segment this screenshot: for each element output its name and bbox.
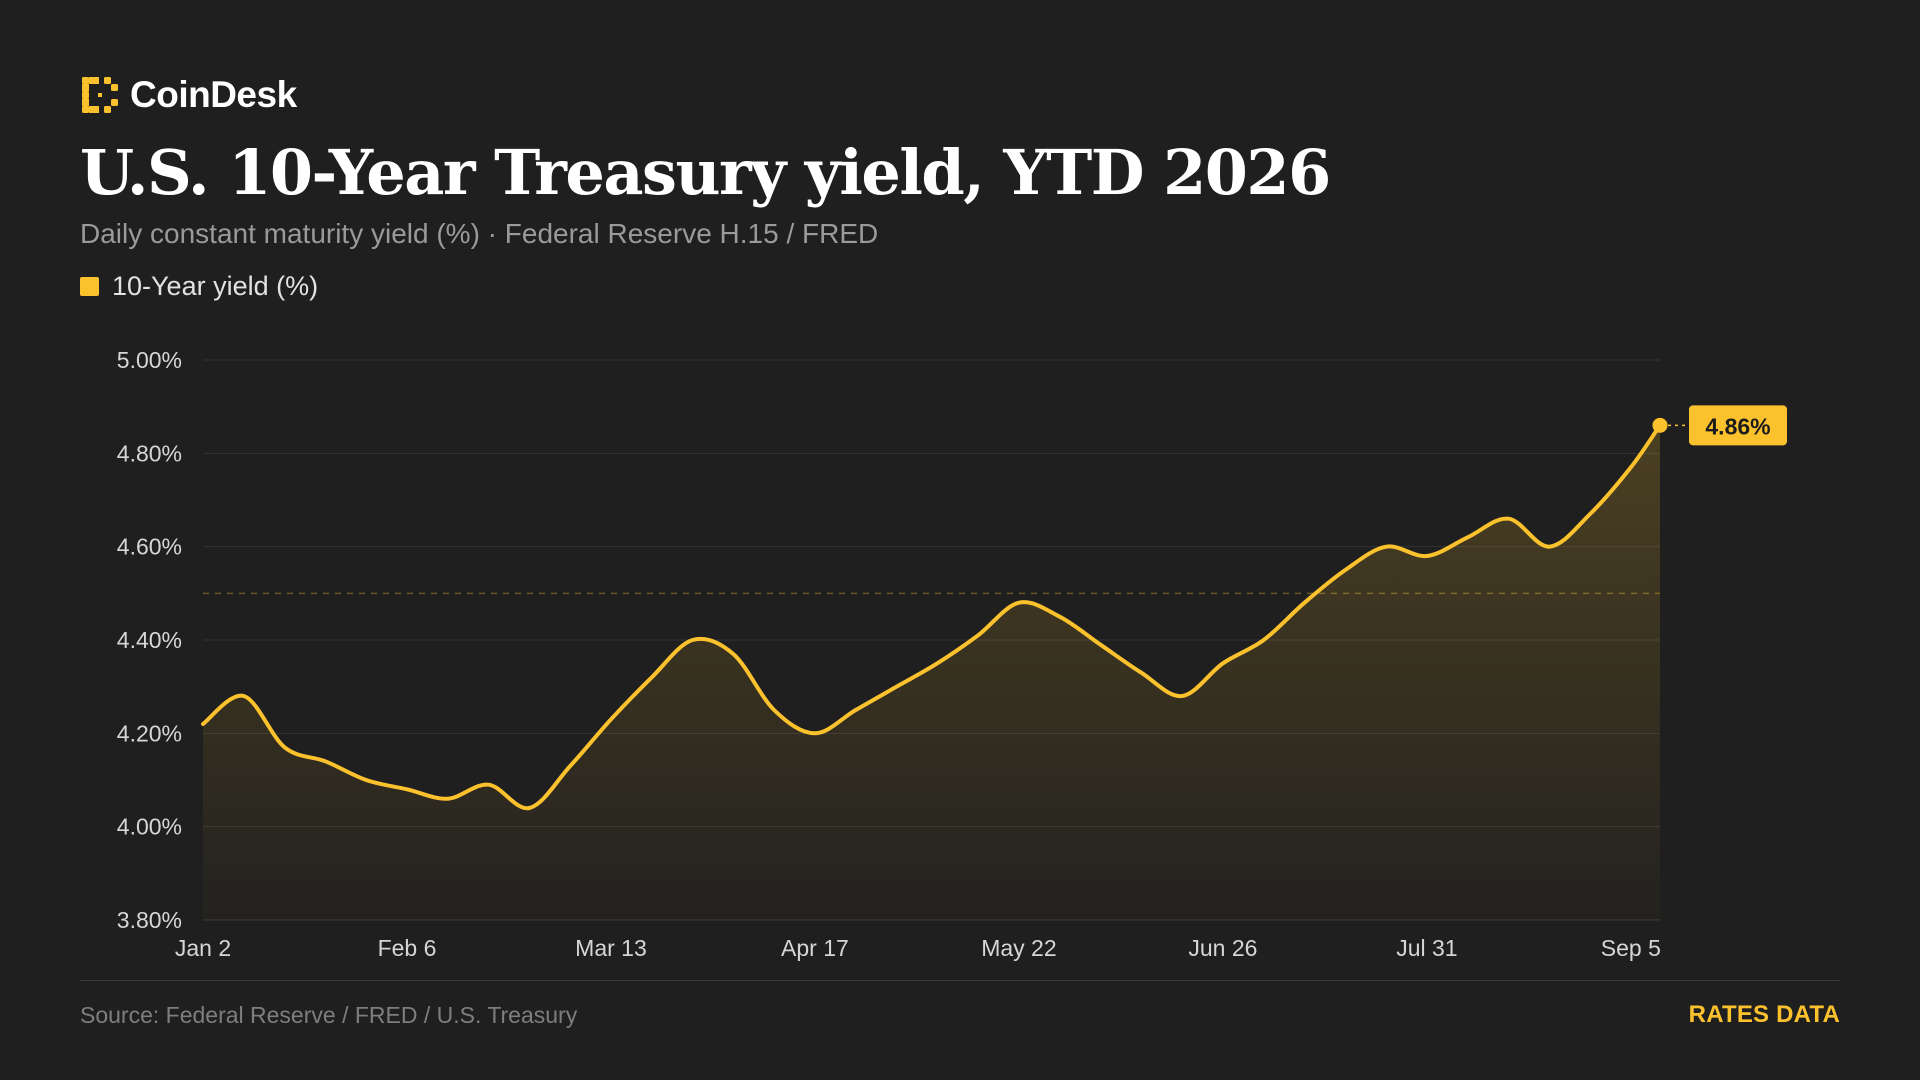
data-point xyxy=(405,787,409,791)
x-tick-label: Mar 13 xyxy=(575,935,647,961)
data-point xyxy=(1588,512,1592,516)
data-point xyxy=(772,708,776,712)
data-point xyxy=(487,783,491,787)
series-line xyxy=(201,423,1662,811)
last-value-label: 4.86% xyxy=(1705,413,1770,439)
x-tick-label: Sep 5 xyxy=(1601,935,1661,961)
data-point xyxy=(1139,671,1143,675)
x-tick-label: Jul 31 xyxy=(1396,935,1457,961)
footer-divider xyxy=(80,980,1840,981)
data-point xyxy=(650,675,654,679)
category-tag: RATES DATA xyxy=(1688,1001,1840,1028)
y-tick-label: 4.20% xyxy=(117,720,182,746)
x-axis: Jan 2 Feb 6 Mar 13 Apr 17 May 22 Jun 26 Jul 31… xyxy=(175,935,1661,961)
data-point xyxy=(813,731,817,735)
legend: 10-Year yield (%) xyxy=(80,271,318,302)
data-point xyxy=(283,745,287,749)
data-point xyxy=(527,806,531,810)
brand-name: CoinDesk xyxy=(130,74,297,115)
data-point xyxy=(1343,568,1347,572)
data-point xyxy=(1629,465,1633,469)
data-point xyxy=(1099,643,1103,647)
data-point xyxy=(976,633,980,637)
source-note: Source: Federal Reserve / FRED / U.S. Tr… xyxy=(80,1002,578,1028)
data-point xyxy=(1221,661,1225,665)
legend-swatch xyxy=(80,277,99,296)
data-point xyxy=(1506,517,1510,521)
data-point xyxy=(1425,554,1429,558)
data-point xyxy=(1180,694,1184,698)
y-tick-label: 4.40% xyxy=(117,627,182,653)
data-point xyxy=(364,778,368,782)
x-tick-label: May 22 xyxy=(981,935,1056,961)
data-point xyxy=(1466,535,1470,539)
x-tick-label: Jan 2 xyxy=(175,935,231,961)
brand: CoinDesk xyxy=(80,74,297,116)
data-point xyxy=(446,797,450,801)
data-point xyxy=(895,685,899,689)
data-point xyxy=(854,708,858,712)
data-point xyxy=(242,694,246,698)
x-tick-label: Apr 17 xyxy=(781,935,849,961)
x-tick-label: Feb 6 xyxy=(378,935,437,961)
data-point xyxy=(323,759,327,763)
data-point xyxy=(1547,545,1551,549)
last-value-badge xyxy=(1689,405,1787,446)
y-tick-label: 4.60% xyxy=(117,534,182,560)
data-point xyxy=(691,638,695,642)
chart-subtitle: Daily constant maturity yield (%) · Fede… xyxy=(80,218,879,249)
data-point xyxy=(1384,545,1388,549)
coindesk-logo-icon xyxy=(82,77,118,113)
legend-label: 10-Year yield (%) xyxy=(112,271,319,301)
y-tick-label: 3.80% xyxy=(117,907,182,933)
data-point xyxy=(1262,638,1266,642)
data-point xyxy=(1302,601,1306,605)
data-point xyxy=(568,764,572,768)
y-tick-label: 4.00% xyxy=(117,814,182,840)
data-point xyxy=(935,661,939,665)
data-point xyxy=(609,717,613,721)
data-point xyxy=(1058,615,1062,619)
last-value-point xyxy=(1652,417,1668,433)
y-axis: 3.80% 4.00% 4.20% 4.40% 4.60% 4.80% 5.00% xyxy=(117,347,182,933)
series-area xyxy=(203,425,1660,920)
x-tick-label: Jun 26 xyxy=(1188,935,1257,961)
y-tick-label: 4.80% xyxy=(117,440,182,466)
data-point xyxy=(201,722,205,726)
data-point xyxy=(731,652,735,656)
data-point xyxy=(1017,601,1021,605)
y-tick-label: 5.00% xyxy=(117,347,182,373)
chart-title: U.S. 10-Year Treasury yield, YTD 2026 xyxy=(80,136,1331,209)
